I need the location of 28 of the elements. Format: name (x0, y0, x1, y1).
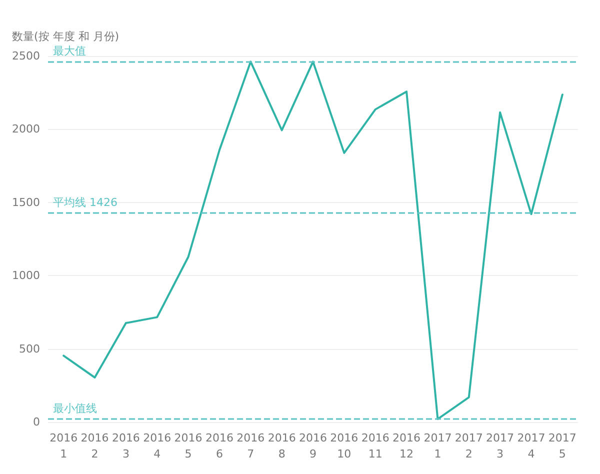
x-tick-label: 2016 8 (268, 432, 296, 460)
x-tick-label: 2016 1 (50, 432, 78, 460)
x-tick-label: 2016 3 (112, 432, 140, 460)
y-tick-label: 0 (33, 416, 40, 428)
x-tick-label: 2017 5 (548, 432, 576, 460)
y-tick-label: 2000 (12, 122, 40, 136)
x-tick-label: 2016 10 (330, 432, 358, 460)
line-series (62, 60, 564, 420)
ref-line-label: 最小值线 (53, 402, 97, 416)
x-tick-label: 2017 2 (454, 432, 483, 460)
x-tick-label: 2016 4 (143, 432, 172, 460)
x-tick-label: 2016 12 (392, 432, 421, 460)
x-tick-label: 2016 11 (361, 432, 390, 460)
x-tick-label: 2017 1 (424, 432, 452, 460)
ref-line-label: 最大值 (53, 44, 86, 58)
ref-line-label: 平均线 1426 (53, 196, 118, 210)
x-tick-label: 2016 6 (205, 432, 234, 460)
y-axis-title: 数量(按 年度 和 月份) (12, 30, 120, 43)
x-tick-label: 2016 2 (80, 432, 109, 460)
x-tick-label: 2017 4 (517, 432, 546, 460)
x-tick-label: 2016 7 (236, 432, 265, 460)
y-tick-label: 2500 (12, 50, 40, 62)
x-tick-label: 2016 5 (174, 432, 202, 460)
y-tick-label: 1000 (12, 269, 40, 282)
x-tick-label: 2017 3 (486, 432, 514, 460)
x-tick-label: 2016 9 (299, 432, 327, 460)
y-tick-label: 1500 (12, 196, 40, 209)
y-tick-label: 500 (19, 342, 40, 356)
